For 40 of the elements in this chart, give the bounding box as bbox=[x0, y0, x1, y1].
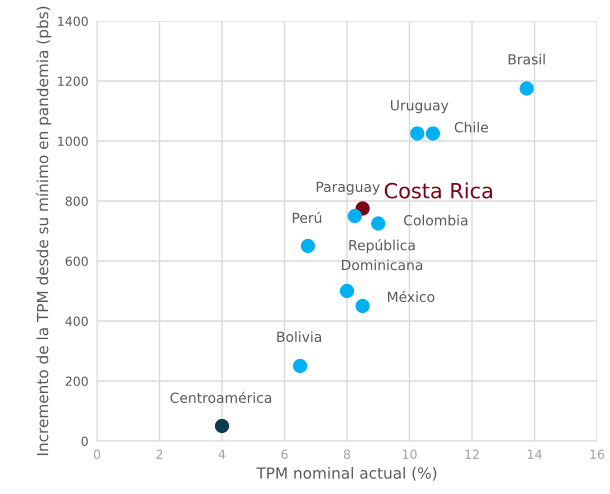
point bbox=[520, 81, 534, 96]
annotation: Brasil bbox=[508, 54, 545, 65]
x-axis-title: TPM nominal actual (%) bbox=[256, 466, 436, 481]
y-tick-label: 800 bbox=[66, 196, 88, 206]
y-tick-label: 400 bbox=[65, 316, 88, 326]
x-tick-label: 14 bbox=[528, 450, 542, 459]
x-tick-label: 12 bbox=[465, 450, 479, 459]
point bbox=[214, 418, 230, 434]
point bbox=[300, 238, 316, 254]
y-tick-label: 1400 bbox=[58, 16, 88, 26]
point bbox=[426, 126, 440, 141]
x-tick-label: 2 bbox=[156, 450, 162, 459]
point bbox=[348, 208, 362, 224]
annotation: Uruguay bbox=[391, 100, 448, 114]
y-tick-label: 1200 bbox=[58, 76, 88, 86]
x-tick-label: 10 bbox=[402, 450, 417, 460]
point bbox=[371, 216, 386, 231]
y-tick-label: 0 bbox=[82, 436, 88, 446]
x-tick-label: 6 bbox=[281, 450, 288, 460]
point bbox=[356, 298, 370, 314]
annotation: Colombia bbox=[404, 214, 468, 226]
point bbox=[340, 284, 354, 298]
x-tick-label: 4 bbox=[218, 450, 226, 459]
y-tick-label: 200 bbox=[66, 376, 88, 386]
y-tick-label: 600 bbox=[66, 256, 88, 266]
annotation: República Dominicana bbox=[342, 239, 422, 270]
point bbox=[410, 126, 424, 141]
annotation: Chile bbox=[454, 122, 488, 133]
point bbox=[293, 358, 308, 374]
y-tick-label: 1000 bbox=[58, 136, 88, 146]
x-tick-label: 8 bbox=[344, 450, 350, 460]
x-tick-label: 16 bbox=[590, 450, 604, 460]
annotation: Centroamérica bbox=[170, 392, 272, 404]
annotation: Costa Rica bbox=[384, 182, 492, 199]
annotation: Perú bbox=[292, 212, 322, 224]
y-axis-title: Incremento de la TPM desde su mínimo en pandemia (pbs) bbox=[36, 6, 52, 456]
x-tick-label: 0 bbox=[94, 450, 100, 460]
annotation: Paraguay bbox=[316, 182, 380, 195]
annotation: México bbox=[388, 290, 434, 302]
annotation: Bolivia bbox=[277, 331, 322, 342]
